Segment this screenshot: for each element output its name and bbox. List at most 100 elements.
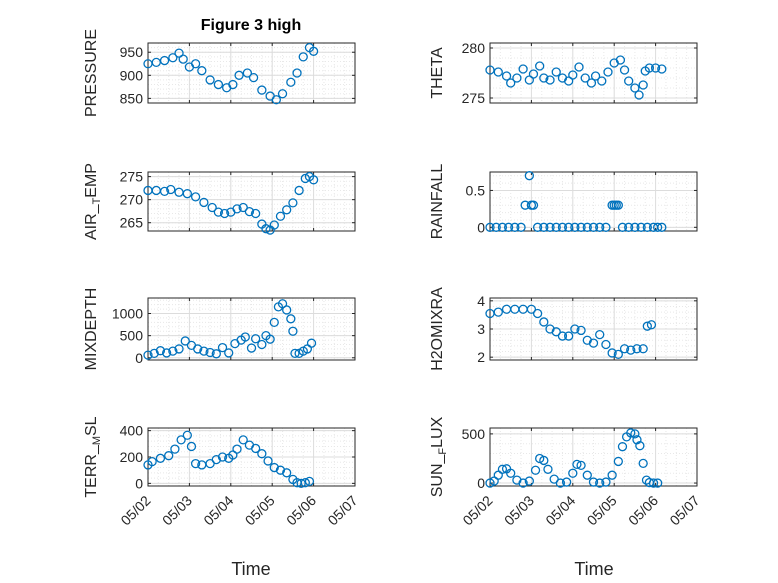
y-axis-label: AIR_TEMP — [83, 163, 103, 240]
data-point — [613, 200, 623, 210]
subplot-terr-msl: 0 200 400 TERR_MSL 05/02 05/03 05/04 05/05 05/06… — [83, 416, 361, 528]
y-tick-label: 0.5 — [466, 182, 486, 198]
data-point — [518, 478, 528, 488]
x-tick-label: 05/02 — [117, 492, 153, 528]
y-axis-label: RAINFALL — [429, 164, 446, 240]
y-axis-label: SUN_FLUX — [429, 416, 449, 497]
data-point — [636, 222, 646, 232]
data-point — [568, 468, 578, 478]
y-tick-label: 0 — [135, 475, 143, 491]
data-point — [180, 336, 190, 346]
data-point — [168, 346, 178, 356]
data-point — [275, 465, 286, 475]
data-point — [282, 205, 292, 215]
subplot-theta: 275 280 THETA — [429, 40, 698, 106]
data-point — [304, 476, 315, 487]
x-axis-label-right: Time — [574, 559, 613, 579]
data-point — [166, 184, 176, 195]
data-point — [634, 90, 644, 100]
data-point — [234, 70, 244, 80]
data-point — [624, 76, 634, 86]
data-point — [257, 449, 267, 459]
data-point — [601, 339, 611, 350]
data-point — [624, 222, 634, 232]
data-point — [257, 339, 267, 350]
data-point — [619, 65, 630, 75]
data-point — [607, 348, 617, 358]
y-tick-label: 0 — [477, 219, 485, 235]
data-point — [174, 344, 184, 354]
data-point — [551, 222, 561, 232]
y-tick-label: 900 — [120, 67, 144, 83]
data-point — [211, 349, 221, 359]
data-point — [493, 67, 503, 77]
data-point — [617, 442, 628, 452]
data-point — [597, 76, 607, 86]
data-point — [539, 455, 549, 466]
y-tick-label: 1000 — [112, 306, 143, 322]
data-point — [595, 478, 605, 488]
data-point — [532, 308, 543, 319]
x-tick-label: 05/07 — [324, 492, 360, 528]
data-point — [178, 54, 188, 64]
subplot-grid: 850 900 950 PRESSURE 275 280 THETA 265 270 275 AIR… — [83, 29, 703, 528]
x-tick-label: 05/04 — [200, 492, 236, 528]
subplot-rainfall: 0 0.5 RAINFALL — [429, 164, 698, 240]
data-point — [265, 334, 275, 344]
x-axis-label-left: Time — [231, 559, 270, 579]
axes-box — [489, 42, 698, 104]
data-point — [308, 175, 319, 185]
data-point — [626, 345, 636, 355]
data-point — [543, 464, 553, 474]
x-tick-label: 05/06 — [283, 492, 319, 528]
data-point — [588, 338, 599, 348]
y-tick-label: 950 — [120, 44, 144, 60]
data-point — [638, 80, 648, 90]
data-point — [248, 72, 259, 83]
data-point — [197, 66, 207, 76]
data-point — [275, 211, 286, 221]
data-point — [555, 478, 566, 488]
data-point — [630, 429, 640, 439]
data-point — [657, 64, 667, 74]
data-point — [485, 222, 495, 232]
data-point — [582, 222, 592, 232]
y-tick-label: 275 — [462, 90, 486, 106]
data-point — [630, 222, 640, 232]
data-point — [574, 62, 584, 72]
data-point — [308, 46, 319, 56]
data-point — [564, 331, 574, 341]
data-point — [246, 343, 257, 353]
data-point — [539, 73, 549, 83]
y-tick-label: 500 — [120, 328, 144, 344]
data-point — [286, 314, 296, 324]
data-point — [501, 304, 512, 314]
data-point — [497, 464, 508, 474]
data-point — [147, 456, 157, 467]
data-point — [588, 222, 599, 232]
data-point — [240, 332, 250, 342]
data-point — [232, 444, 242, 454]
data-point — [182, 189, 192, 199]
data-point — [170, 444, 180, 454]
y-tick-label: 200 — [120, 449, 144, 465]
data-point — [506, 78, 516, 88]
data-point — [613, 456, 623, 467]
data-point — [561, 477, 572, 487]
data-point — [176, 435, 186, 445]
data-point — [269, 462, 279, 473]
data-point — [174, 187, 184, 197]
data-point — [576, 222, 586, 232]
data-point — [595, 222, 605, 232]
data-point — [277, 299, 288, 309]
data-point — [250, 208, 261, 219]
data-point — [261, 224, 271, 234]
data-point — [250, 334, 261, 344]
axes-box — [147, 171, 356, 232]
data-point — [646, 320, 657, 330]
data-point — [545, 75, 555, 85]
data-point — [632, 435, 642, 445]
data-point — [244, 206, 255, 217]
data-point — [250, 443, 261, 454]
axes-box — [147, 297, 356, 361]
